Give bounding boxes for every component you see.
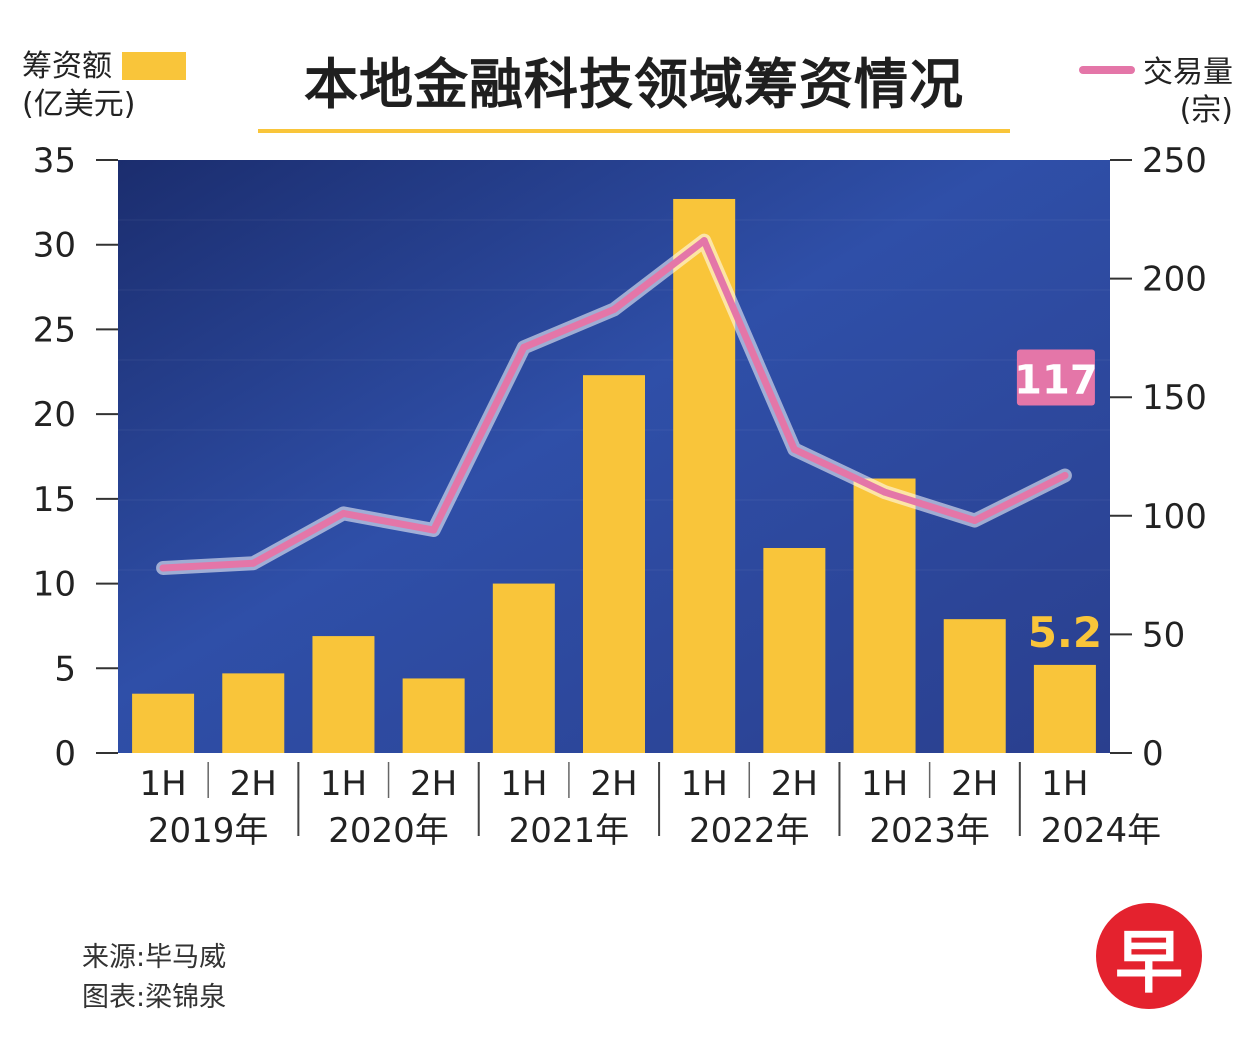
category-label: 2H (230, 764, 277, 804)
source-block: 来源:毕马威 图表:梁锦泉 (82, 938, 226, 1018)
line-point-deals (520, 343, 528, 351)
bar-funding (1033, 664, 1096, 753)
bar-funding (492, 583, 555, 753)
left-axis-tick-label: 20 (33, 395, 76, 435)
line-point-deals (249, 559, 257, 567)
year-label: 2020年 (328, 811, 449, 851)
category-label: 2H (410, 764, 457, 804)
category-label: 1H (861, 764, 908, 804)
left-axis-tick-label: 0 (54, 734, 76, 774)
bar-value-label: 5.2 (1028, 608, 1102, 657)
left-axis-tick-label: 5 (54, 649, 76, 689)
right-axis-tick-label: 250 (1142, 141, 1207, 181)
credit-text: 图表:梁锦泉 (82, 982, 227, 1013)
line-legend-swatch (1079, 66, 1135, 74)
year-label: 2021年 (509, 811, 630, 851)
right-legend-label: 交易量 (1143, 55, 1233, 90)
year-label: 2022年 (689, 811, 810, 851)
year-label: 2023年 (869, 811, 990, 851)
category-label: 2H (951, 764, 998, 804)
right-axis-tick-label: 200 (1142, 260, 1207, 300)
chart-title: 本地金融科技领域筹资情况 (258, 40, 1010, 133)
line-point-deals (610, 305, 618, 313)
right-axis-legend: 交易量 (宗) (1079, 54, 1233, 130)
bar-funding (312, 636, 375, 753)
left-axis-tick-label: 10 (33, 565, 76, 605)
left-axis-tick-label: 25 (33, 310, 76, 350)
logo-text: 早 (1114, 922, 1183, 1003)
bar-funding (402, 678, 465, 753)
category-label: 1H (681, 764, 728, 804)
right-legend-unit: (宗) (1179, 93, 1233, 128)
year-label: 2019年 (148, 811, 269, 851)
source-text: 来源:毕马威 (82, 942, 227, 973)
right-axis-tick-label: 0 (1142, 734, 1164, 774)
left-axis-legend: 筹资额 (亿美元) (22, 48, 186, 124)
line-point-deals (339, 509, 347, 517)
line-point-deals (700, 237, 708, 245)
category-label: 2H (590, 764, 637, 804)
line-point-deals (881, 488, 889, 496)
line-point-deals (971, 517, 979, 525)
line-point-deals (1061, 471, 1069, 479)
category-label: 1H (1041, 764, 1088, 804)
bar-funding (853, 478, 916, 753)
category-label: 1H (139, 764, 186, 804)
bar-funding (222, 673, 285, 753)
publisher-logo: 早 (1096, 903, 1202, 1009)
left-axis-tick-label: 35 (33, 141, 76, 181)
bar-legend-swatch (122, 52, 186, 80)
bar-funding (583, 375, 645, 753)
right-axis-tick-label: 150 (1142, 378, 1207, 418)
left-axis-tick-label: 15 (33, 480, 76, 520)
right-axis-tick-label: 100 (1142, 497, 1207, 537)
right-axis-tick-label: 50 (1142, 615, 1185, 655)
year-label: 2024年 (1041, 811, 1162, 851)
category-label: 1H (320, 764, 367, 804)
line-point-deals (159, 564, 167, 572)
left-legend-label: 筹资额 (22, 49, 112, 84)
line-value-label: 117 (1014, 357, 1098, 403)
bar-funding (943, 619, 1006, 753)
line-point-deals (790, 445, 798, 453)
line-value-badge (1016, 349, 1095, 406)
bar-funding (763, 547, 826, 753)
line-point-deals (430, 526, 438, 534)
category-label: 1H (500, 764, 547, 804)
left-legend-unit: (亿美元) (22, 87, 136, 122)
left-axis-tick-label: 30 (33, 226, 76, 266)
bar-funding (132, 693, 195, 753)
category-label: 2H (771, 764, 818, 804)
